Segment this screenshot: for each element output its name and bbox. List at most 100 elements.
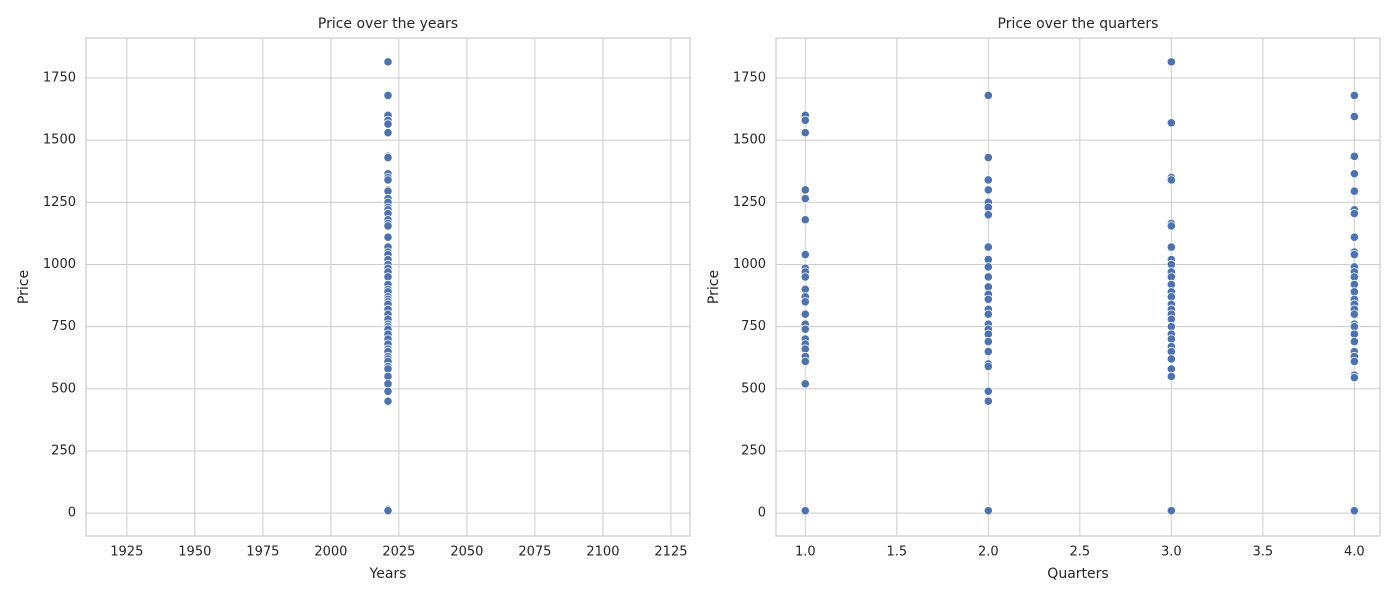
data-point (1349, 90, 1359, 101)
data-point (1166, 242, 1176, 252)
y-axis-label: Price (16, 270, 32, 304)
data-point (983, 210, 993, 220)
data-point (983, 262, 993, 272)
x-tick-label: 1925 (110, 545, 143, 560)
y-tick-label: 1500 (733, 133, 766, 148)
data-point (983, 242, 993, 252)
y-tick-label: 1250 (733, 195, 766, 210)
data-point (800, 309, 810, 319)
data-point (800, 128, 810, 138)
data-point (383, 175, 393, 185)
x-tick-label: 1950 (178, 545, 211, 560)
data-point (983, 272, 993, 282)
data-point (1166, 354, 1176, 364)
data-point (800, 506, 810, 516)
data-point (383, 232, 393, 242)
data-point (983, 309, 993, 319)
y-axis-label: Price (706, 270, 722, 304)
data-point (383, 57, 393, 67)
x-tick-label: 4.0 (1344, 545, 1365, 560)
data-point (1349, 232, 1359, 242)
data-point (983, 506, 993, 516)
data-point (383, 119, 393, 129)
data-point (383, 128, 393, 138)
data-point (1349, 336, 1359, 347)
data-point (1166, 57, 1176, 67)
data-point (800, 215, 810, 225)
data-point (800, 324, 810, 334)
data-point (1349, 356, 1359, 367)
data-point (1166, 506, 1176, 516)
data-point (1166, 371, 1176, 381)
data-point (983, 90, 993, 101)
data-point (800, 249, 810, 260)
x-tick-label: 2100 (586, 545, 619, 560)
y-tick-label: 250 (741, 443, 766, 458)
x-tick-label: 2050 (450, 545, 483, 560)
x-tick-label: 3.5 (1253, 545, 1274, 560)
data-point (383, 152, 393, 163)
data-point (800, 185, 810, 195)
data-point (983, 386, 993, 396)
data-point (383, 506, 393, 516)
data-point (383, 386, 393, 396)
data-point (383, 396, 393, 406)
axes-frame (85, 37, 691, 537)
y-tick-label: 750 (51, 319, 76, 334)
x-tick-label: 1.5 (886, 545, 907, 560)
x-tick-label: 1.0 (795, 545, 816, 560)
x-axis-label: Years (369, 566, 407, 582)
data-point (1349, 111, 1359, 122)
data-point (983, 152, 993, 163)
y-tick-label: 500 (51, 381, 76, 396)
data-point (1166, 175, 1176, 185)
x-tick-label: 2.5 (1069, 545, 1090, 560)
y-tick-label: 750 (741, 319, 766, 334)
data-point (1166, 221, 1176, 231)
x-tick-label: 2000 (314, 545, 347, 560)
data-point (800, 297, 810, 307)
data-point (983, 175, 993, 185)
axes-frame (775, 37, 1381, 537)
data-point (983, 294, 993, 304)
data-point (800, 379, 810, 389)
data-point (983, 361, 993, 372)
y-tick-label: 1500 (43, 133, 76, 148)
y-tick-label: 0 (68, 506, 76, 521)
y-tick-label: 1750 (733, 71, 766, 86)
data-point (1166, 118, 1176, 128)
y-tick-label: 500 (741, 381, 766, 396)
data-point (800, 194, 810, 204)
data-point (1349, 373, 1359, 383)
data-point (383, 221, 393, 231)
x-axis-label: Quarters (1047, 566, 1108, 582)
data-point (983, 336, 993, 347)
data-point (800, 272, 810, 282)
data-point (983, 346, 993, 357)
x-tick-label: 3.0 (1161, 545, 1182, 560)
y-tick-label: 0 (758, 506, 766, 521)
data-point (800, 115, 810, 125)
data-point (983, 185, 993, 195)
chart-title: Price over the years (318, 16, 458, 32)
data-point (1349, 309, 1359, 319)
x-tick-label: 1975 (246, 545, 279, 560)
x-tick-label: 2125 (654, 545, 687, 560)
y-tick-label: 250 (51, 443, 76, 458)
data-point (1349, 151, 1359, 161)
data-point (800, 356, 810, 367)
y-tick-label: 1000 (43, 257, 76, 272)
data-point (1349, 186, 1359, 196)
data-point (1349, 208, 1359, 219)
data-point (1349, 249, 1359, 260)
y-tick-label: 1000 (733, 257, 766, 272)
data-point (1349, 169, 1359, 179)
chart-title: Price over the quarters (998, 16, 1159, 32)
x-tick-label: 2.0 (978, 545, 999, 560)
y-tick-label: 1250 (43, 195, 76, 210)
plot-area (776, 38, 1380, 536)
data-point (983, 396, 993, 406)
data-point (1349, 506, 1359, 516)
